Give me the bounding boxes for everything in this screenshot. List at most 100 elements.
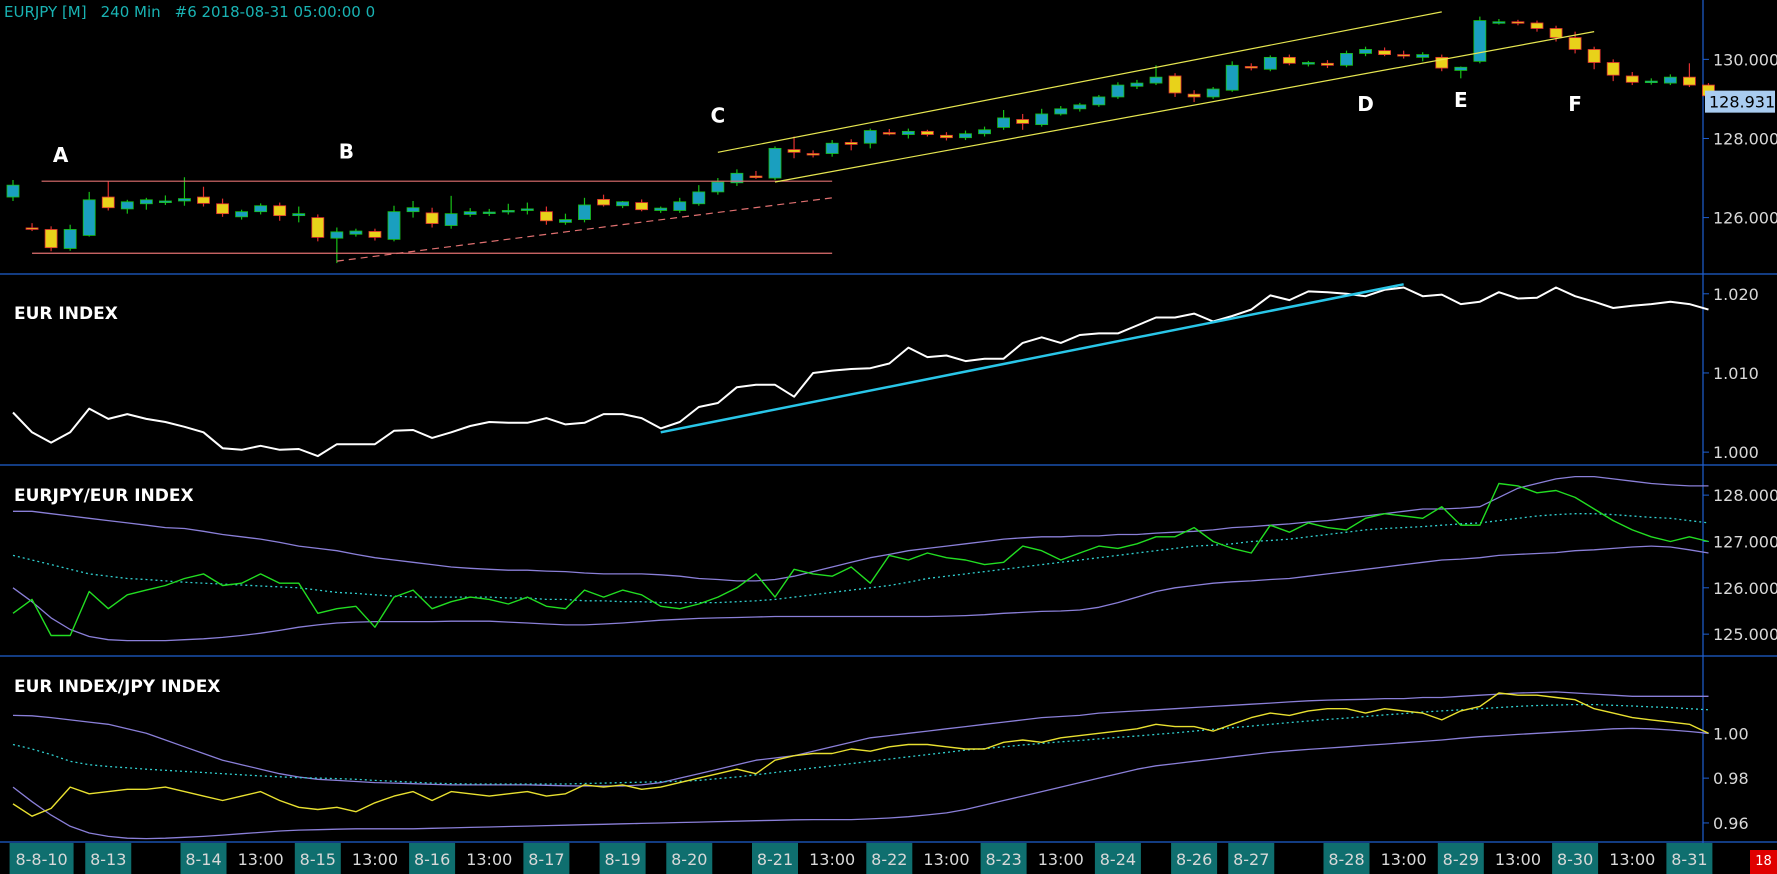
time-axis-label: 8-20 <box>671 850 707 869</box>
time-label-bg <box>980 843 1027 874</box>
annotation-label: D <box>1357 92 1374 116</box>
candle-body <box>501 210 515 213</box>
lower-band-line <box>12 727 1709 840</box>
time-axis-label: 13:00 <box>352 850 398 869</box>
candle-body <box>25 227 39 230</box>
candle-body <box>520 208 534 211</box>
time-axis-label: 13:00 <box>1495 850 1541 869</box>
time-axis-label: 8-17 <box>528 850 564 869</box>
candle-body <box>1625 75 1639 83</box>
y-tick-label: 127.000 <box>1713 532 1777 551</box>
candle-body <box>1225 64 1239 91</box>
candle-body <box>311 217 325 238</box>
pane-title: EURJPY/EUR INDEX <box>14 486 194 506</box>
time-axis-label: 8-23 <box>985 850 1021 869</box>
candle-body <box>463 211 477 215</box>
candle-body <box>921 130 934 135</box>
y-tick-label: 125.000 <box>1713 625 1777 644</box>
candle-body <box>1473 20 1487 62</box>
time-label-bg <box>1552 843 1599 874</box>
candle-body <box>1016 119 1030 124</box>
middle-band-line <box>12 703 1709 785</box>
candle-body <box>635 202 649 211</box>
candle-body <box>482 211 496 214</box>
y-tick-label: 1.000 <box>1713 443 1759 462</box>
candle-body <box>597 199 610 206</box>
candle-body <box>1130 82 1144 87</box>
lower-band-line <box>12 545 1709 642</box>
corner-badge[interactable]: 18 <box>1750 850 1777 874</box>
candle-body <box>1206 88 1220 98</box>
y-tick-label: 126.000 <box>1713 209 1777 228</box>
time-axis-label: 8-31 <box>1671 850 1707 869</box>
candle-body <box>787 149 801 153</box>
time-label-bg <box>599 843 646 874</box>
candle-body <box>1568 37 1582 50</box>
candle-body <box>44 229 58 249</box>
candle-body <box>216 203 229 215</box>
candle-body <box>1187 93 1201 98</box>
candle-body <box>540 211 553 222</box>
candle-body <box>711 181 725 193</box>
time-axis-label: 8-22 <box>871 850 907 869</box>
annotation-label: C <box>711 104 726 128</box>
candle-body <box>882 132 896 135</box>
upper-band-line <box>13 475 1709 582</box>
time-axis-label: 13:00 <box>809 850 855 869</box>
time-axis-label: 13:00 <box>238 850 284 869</box>
last-price-badge <box>1705 90 1775 113</box>
time-axis-label: 13:00 <box>1038 850 1084 869</box>
y-tick-label: 128.000 <box>1713 129 1777 148</box>
time-axis-label: 8-8-10 <box>15 850 67 869</box>
eurjpy-eur-ratio-line <box>12 482 1709 637</box>
y-tick-label: 126.000 <box>1713 579 1777 598</box>
time-axis-label: 13:00 <box>1609 850 1655 869</box>
candle-body <box>978 129 991 135</box>
candle-body <box>692 191 706 205</box>
eur-index-trendline <box>660 283 1404 434</box>
pane-title: EUR INDEX/JPY INDEX <box>14 677 220 697</box>
candle-body <box>578 204 591 220</box>
y-tick-label: 0.96 <box>1713 814 1749 833</box>
candle-body <box>844 142 858 145</box>
time-axis-label: 8-19 <box>604 850 640 869</box>
time-label-bg <box>666 843 713 874</box>
candle-body <box>82 199 96 236</box>
time-label-bg <box>1094 843 1141 874</box>
time-axis-label: 13:00 <box>1381 850 1427 869</box>
channel-line <box>717 11 1442 153</box>
pane-title: EUR INDEX <box>14 304 118 324</box>
candle-body <box>616 201 629 207</box>
time-axis-label: 8-29 <box>1443 850 1479 869</box>
candle-body <box>1302 62 1315 65</box>
candle-body <box>273 205 287 217</box>
candle-body <box>863 130 877 144</box>
candle-body <box>1282 56 1296 64</box>
y-tick-label: 128.000 <box>1713 486 1777 505</box>
candle-body <box>806 153 820 156</box>
candle-body <box>292 213 306 217</box>
time-axis-label: 8-28 <box>1328 850 1364 869</box>
candle-body <box>1397 54 1411 57</box>
candle-body <box>768 147 782 179</box>
candle-body <box>254 205 268 213</box>
candle-body <box>101 196 115 209</box>
candle-body <box>425 212 439 224</box>
candle-body <box>1549 28 1563 38</box>
time-axis-label: 13:00 <box>466 850 512 869</box>
candle-body <box>1263 56 1277 70</box>
annotation-label: E <box>1454 88 1468 112</box>
candle-body <box>1111 84 1125 98</box>
y-tick-label: 130.000 <box>1713 50 1777 69</box>
candle-body <box>349 230 363 235</box>
time-label-bg <box>523 843 570 874</box>
time-axis-label: 8-26 <box>1176 850 1212 869</box>
middle-band-line <box>12 513 1709 604</box>
time-axis-label: 8-30 <box>1557 850 1593 869</box>
candle-body <box>730 172 744 184</box>
time-label-bg <box>866 843 913 874</box>
candle-body <box>235 211 249 218</box>
candle-body <box>387 211 401 240</box>
annotation-label: A <box>53 143 69 167</box>
